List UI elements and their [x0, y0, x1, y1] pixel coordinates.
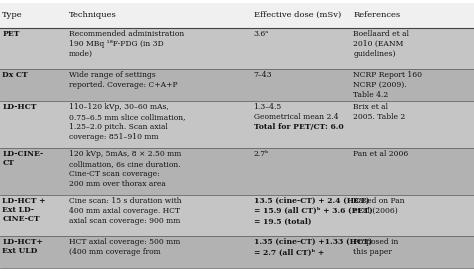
Text: 1.35 (cine-CT) +1.33 (HCT): 1.35 (cine-CT) +1.33 (HCT): [254, 238, 372, 246]
Text: LD-HCT +
Ext LD-
CINE-CT: LD-HCT + Ext LD- CINE-CT: [2, 197, 46, 223]
Text: = 2.7 (all CT)ᵇ +: = 2.7 (all CT)ᵇ +: [254, 248, 324, 256]
Text: Brix et al
2005. Table 2: Brix et al 2005. Table 2: [353, 103, 405, 121]
Text: Pan et al 2006: Pan et al 2006: [353, 150, 409, 158]
Text: NCRP Report 160
NCRP (2009).
Table 4.2: NCRP Report 160 NCRP (2009). Table 4.2: [353, 71, 422, 99]
Bar: [0, 236, 474, 268]
Text: Recommended administration
190 MBq ¹⁸F-FDG (in 3D
mode): Recommended administration 190 MBq ¹⁸F-F…: [69, 30, 184, 58]
Text: References: References: [353, 11, 400, 19]
Text: = 15.9 (all CT)ᵇ + 3.6 (PET): = 15.9 (all CT)ᵇ + 3.6 (PET): [254, 207, 373, 215]
Text: Dx CT: Dx CT: [2, 71, 28, 79]
Text: Boellaard et al
2010 (EANM
guidelines): Boellaard et al 2010 (EANM guidelines): [353, 30, 409, 58]
Text: 110–120 kVp, 30–60 mAs,
0.75–6.5 mm slice collimation,
1.25–2.0 pitch. Scan axia: 110–120 kVp, 30–60 mAs, 0.75–6.5 mm slic…: [69, 103, 185, 141]
Text: = 19.5 (total): = 19.5 (total): [254, 218, 311, 225]
Bar: [0, 100, 474, 148]
Bar: [0, 28, 474, 69]
Text: Proposed in
this paper: Proposed in this paper: [353, 238, 399, 256]
Text: Techniques: Techniques: [69, 11, 117, 19]
Text: 120 kVp, 5mAs, 8 × 2.50 mm
collimation, 6s cine duration.
Cine-CT scan coverage:: 120 kVp, 5mAs, 8 × 2.50 mm collimation, …: [69, 150, 181, 188]
Text: Type: Type: [2, 11, 23, 19]
Text: PET: PET: [2, 30, 20, 38]
Text: Based on Pan
et al (2006): Based on Pan et al (2006): [353, 197, 405, 215]
Bar: [0, 69, 474, 100]
Text: LD-HCT+
Ext ULD: LD-HCT+ Ext ULD: [2, 238, 43, 255]
Text: 7–43: 7–43: [254, 71, 272, 79]
Text: Effective dose (mSv): Effective dose (mSv): [254, 11, 341, 19]
Text: LD-HCT: LD-HCT: [2, 103, 37, 111]
Text: 13.5 (cine-CT) + 2.4 (HCT): 13.5 (cine-CT) + 2.4 (HCT): [254, 197, 369, 205]
Bar: [0, 3, 474, 28]
Text: HCT axial coverage: 500 mm
(400 mm coverage from: HCT axial coverage: 500 mm (400 mm cover…: [69, 238, 180, 256]
Bar: [0, 148, 474, 195]
Text: Cine scan: 15 s duration with
400 mm axial coverage. HCT
axial scan coverage: 90: Cine scan: 15 s duration with 400 mm axi…: [69, 197, 182, 225]
Text: Total for PET/CT: 6.0: Total for PET/CT: 6.0: [254, 123, 343, 131]
Text: 2.7ᵇ: 2.7ᵇ: [254, 150, 269, 158]
Text: 3.6ᵃ: 3.6ᵃ: [254, 30, 269, 38]
Bar: [0, 195, 474, 236]
Text: LD-CINE-
CT: LD-CINE- CT: [2, 150, 44, 167]
Text: Geometrical mean 2.4: Geometrical mean 2.4: [254, 113, 338, 121]
Text: 1.3–4.5: 1.3–4.5: [254, 103, 282, 111]
Text: Wide range of settings
reported. Coverage: C+A+P: Wide range of settings reported. Coverag…: [69, 71, 177, 89]
